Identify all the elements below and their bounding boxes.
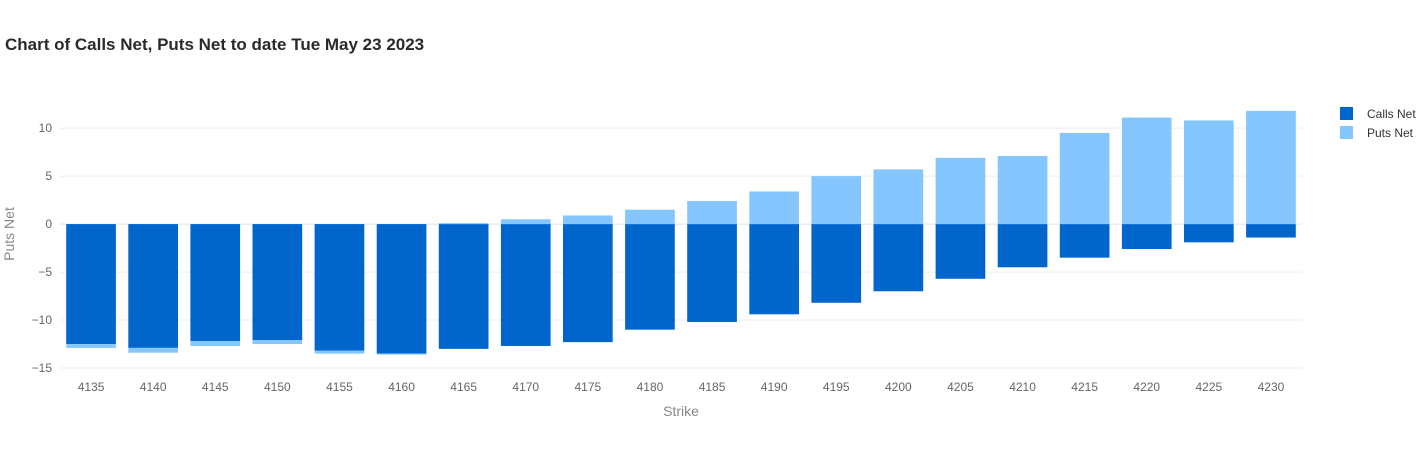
bar-calls-net-4220[interactable] <box>1121 224 1172 250</box>
x-tick-label: 4190 <box>761 380 788 394</box>
bar-puts-net-4155[interactable] <box>314 350 365 354</box>
x-tick-label: 4210 <box>1009 380 1036 394</box>
bar-calls-net-4185[interactable] <box>687 224 737 322</box>
bar-calls-net-4155[interactable] <box>314 224 365 351</box>
bar-calls-net-4170[interactable] <box>500 224 551 346</box>
y-tick-label: 5 <box>45 169 52 183</box>
bars <box>66 110 1296 355</box>
x-tick-label: 4180 <box>637 380 664 394</box>
bar-calls-net-4165[interactable] <box>438 224 489 349</box>
x-tick-label: 4150 <box>264 380 291 394</box>
bar-puts-net-4160[interactable] <box>376 353 427 355</box>
x-axis-ticks: 4135 4140 4145 4150 4155 4160 4165 4170 4175 4180… <box>78 380 1285 394</box>
bar-calls-net-4210[interactable] <box>997 224 1048 268</box>
bar-puts-net-4150[interactable] <box>252 340 303 345</box>
bar-puts-net-4225[interactable] <box>1184 120 1234 225</box>
bar-calls-net-4140[interactable] <box>128 224 178 348</box>
bar-puts-net-4145[interactable] <box>190 341 241 346</box>
x-axis-title: Strike <box>663 403 699 419</box>
legend-label-calls-net[interactable]: Calls Net <box>1367 107 1416 121</box>
chart-title: Chart of Calls Net, Puts Net to date Tue… <box>5 35 425 54</box>
x-tick-label: 4195 <box>823 380 850 394</box>
bar-puts-net-4205[interactable] <box>935 157 986 225</box>
bar-puts-net-4140[interactable] <box>128 347 178 353</box>
x-tick-label: 4205 <box>947 380 974 394</box>
x-tick-label: 4170 <box>512 380 539 394</box>
bar-puts-net-4170[interactable] <box>500 219 551 225</box>
bar-calls-net-4215[interactable] <box>1059 224 1110 258</box>
x-tick-label: 4175 <box>574 380 601 394</box>
y-tick-label: −10 <box>32 313 53 327</box>
x-tick-label: 4220 <box>1133 380 1160 394</box>
x-tick-label: 4185 <box>699 380 726 394</box>
legend: Calls Net Puts Net <box>1340 107 1416 140</box>
bar-puts-net-4190[interactable] <box>749 191 799 225</box>
y-axis-title: Puts Net <box>1 207 17 261</box>
x-tick-label: 4215 <box>1071 380 1098 394</box>
x-tick-label: 4135 <box>78 380 105 394</box>
x-tick-label: 4230 <box>1258 380 1285 394</box>
x-tick-label: 4200 <box>885 380 912 394</box>
bar-calls-net-4175[interactable] <box>563 224 613 343</box>
gridlines <box>60 127 1302 369</box>
bar-calls-net-4160[interactable] <box>376 224 427 354</box>
bar-puts-net-4210[interactable] <box>997 155 1048 225</box>
bar-calls-net-4135[interactable] <box>66 224 116 345</box>
bar-calls-net-4145[interactable] <box>190 224 241 342</box>
bar-puts-net-4175[interactable] <box>563 215 613 225</box>
bar-calls-net-4195[interactable] <box>811 224 862 303</box>
legend-swatch-puts-net[interactable] <box>1340 126 1353 139</box>
bar-puts-net-4195[interactable] <box>811 176 862 225</box>
bar-puts-net-4230[interactable] <box>1246 110 1296 225</box>
bar-calls-net-4230[interactable] <box>1246 224 1296 238</box>
x-tick-label: 4140 <box>140 380 167 394</box>
x-tick-label: 4155 <box>326 380 353 394</box>
bar-puts-net-4180[interactable] <box>625 209 675 225</box>
bar-puts-net-4215[interactable] <box>1059 132 1110 225</box>
bar-puts-net-4185[interactable] <box>687 201 737 225</box>
legend-swatch-calls-net[interactable] <box>1340 107 1353 120</box>
y-tick-label: 0 <box>45 217 52 231</box>
bar-calls-net-4150[interactable] <box>252 224 303 341</box>
bar-puts-net-4135[interactable] <box>66 344 116 348</box>
bar-puts-net-4165[interactable] <box>438 223 489 225</box>
bar-calls-net-4180[interactable] <box>625 224 675 330</box>
y-axis-ticks: 10 5 0 −5 −10 −15 <box>32 121 53 375</box>
y-tick-label: 10 <box>39 121 53 135</box>
bar-calls-net-4225[interactable] <box>1184 224 1234 243</box>
x-tick-label: 4225 <box>1195 380 1222 394</box>
bar-calls-net-4190[interactable] <box>749 224 799 315</box>
bar-puts-net-4200[interactable] <box>873 169 924 225</box>
y-tick-label: −5 <box>38 265 52 279</box>
bar-calls-net-4200[interactable] <box>873 224 924 292</box>
y-tick-label: −15 <box>32 361 53 375</box>
x-tick-label: 4145 <box>202 380 229 394</box>
bar-puts-net-4220[interactable] <box>1121 117 1172 225</box>
legend-label-puts-net[interactable]: Puts Net <box>1367 126 1414 140</box>
x-tick-label: 4165 <box>450 380 477 394</box>
x-tick-label: 4160 <box>388 380 415 394</box>
bar-calls-net-4205[interactable] <box>935 224 986 279</box>
